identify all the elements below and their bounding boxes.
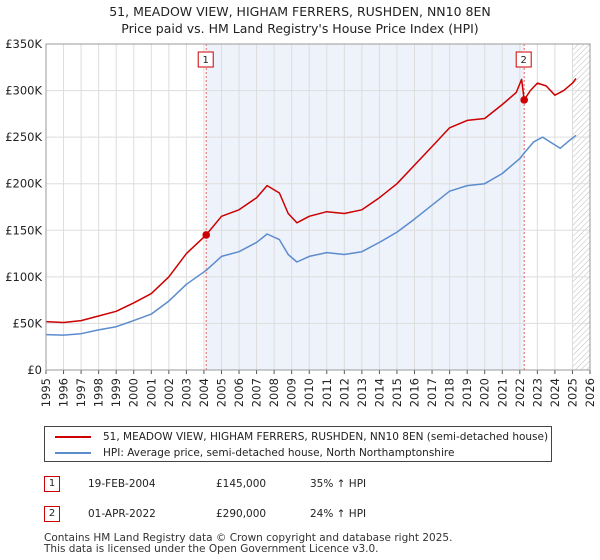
sale-marker-badge: 1 xyxy=(44,476,60,492)
legend-swatch-property xyxy=(55,436,91,438)
sale-label-box xyxy=(515,51,532,68)
x-tick-label: 2019 xyxy=(460,378,474,407)
x-tick-label: 2022 xyxy=(513,378,527,407)
sale-date: 19-FEB-2004 xyxy=(88,478,156,490)
sale-row: 1 19-FEB-2004 £145,000 35% ↑ HPI xyxy=(44,476,564,496)
x-tick-label: 2023 xyxy=(530,378,544,407)
x-tick-label: 2016 xyxy=(408,378,422,407)
x-tick-label: 2025 xyxy=(565,378,579,407)
x-tick-label: 1998 xyxy=(92,378,106,407)
sale-date: 01-APR-2022 xyxy=(88,508,156,520)
chart-subtitle: Price paid vs. HM Land Registry's House … xyxy=(121,21,479,36)
y-tick-label: £50K xyxy=(13,316,43,330)
y-tick-label: £250K xyxy=(5,130,42,144)
y-tick-label: £100K xyxy=(5,270,42,284)
sale-label-box xyxy=(197,51,214,68)
x-tick-label: 2014 xyxy=(372,378,386,407)
x-tick-label: 2008 xyxy=(267,378,281,407)
x-tick-label: 1995 xyxy=(39,378,53,407)
forecast-hatch xyxy=(572,44,590,370)
legend-label-property: 51, MEADOW VIEW, HIGHAM FERRERS, RUSHDEN… xyxy=(103,431,549,443)
sale-label: 2 xyxy=(521,55,527,66)
legend-item-hpi: HPI: Average price, semi-detached house,… xyxy=(55,445,454,461)
plot-border xyxy=(45,43,591,371)
x-tick-label: 2017 xyxy=(425,378,439,407)
x-tick-label: 2020 xyxy=(478,378,492,407)
y-tick-label: £200K xyxy=(5,177,42,191)
price-chart: £0 £50K £100K £150K £200K £250K £300K £350K 1995… xyxy=(5,37,597,407)
x-tick-label: 2006 xyxy=(232,378,246,407)
sale-price: £290,000 xyxy=(216,508,267,520)
x-tick-label: 2001 xyxy=(144,378,158,407)
sale-row: 2 01-APR-2022 £290,000 24% ↑ HPI xyxy=(44,506,564,526)
x-tick-label: 1999 xyxy=(109,378,123,407)
x-tick-label: 2002 xyxy=(162,378,176,407)
x-tick-label: 2004 xyxy=(197,378,211,407)
x-tick-label: 2007 xyxy=(250,378,264,407)
legend-swatch-hpi xyxy=(55,452,91,454)
sale-hpi-delta: 24% ↑ HPI xyxy=(310,508,367,520)
sale-hpi-delta: 35% ↑ HPI xyxy=(310,478,367,490)
x-tick-label: 2015 xyxy=(390,378,404,407)
hpi-line xyxy=(45,134,577,336)
x-tick-label: 2012 xyxy=(337,378,351,407)
x-tick-label: 2010 xyxy=(302,378,316,407)
x-tick-label: 2026 xyxy=(583,378,597,407)
y-tick-label: £300K xyxy=(5,84,42,98)
x-tick-label: 2005 xyxy=(214,378,228,407)
sale-price: £145,000 xyxy=(216,478,267,490)
property-price-line xyxy=(45,78,577,324)
x-tick-label: 2024 xyxy=(548,378,562,407)
x-tick-label: 2003 xyxy=(179,378,193,407)
x-tick-label: 2009 xyxy=(285,378,299,407)
x-tick-label: 1997 xyxy=(74,378,88,407)
footer-license: This data is licensed under the Open Gov… xyxy=(44,543,379,555)
x-tick-label: 2021 xyxy=(495,378,509,407)
legend-label-hpi: HPI: Average price, semi-detached house,… xyxy=(103,447,455,459)
chart-title: 51, MEADOW VIEW, HIGHAM FERRERS, RUSHDEN… xyxy=(109,4,491,19)
y-tick-label: £150K xyxy=(5,223,42,237)
sale-label: 1 xyxy=(203,55,209,66)
x-tick-label: 2018 xyxy=(443,378,457,407)
x-tick-label: 2013 xyxy=(355,378,369,407)
y-tick-label: £350K xyxy=(5,37,42,51)
sale-point xyxy=(202,231,211,239)
sale-point xyxy=(520,96,528,104)
y-tick-label: £0 xyxy=(27,363,42,377)
footer-copyright: Contains HM Land Registry data © Crown c… xyxy=(44,532,453,544)
legend: 51, MEADOW VIEW, HIGHAM FERRERS, RUSHDEN… xyxy=(44,426,552,462)
x-tick-label: 2011 xyxy=(320,378,334,407)
x-tick-label: 2000 xyxy=(127,378,141,407)
legend-item-property: 51, MEADOW VIEW, HIGHAM FERRERS, RUSHDEN… xyxy=(55,429,548,445)
x-tick-label: 1996 xyxy=(57,378,71,407)
sale-marker-badge: 2 xyxy=(44,506,60,522)
